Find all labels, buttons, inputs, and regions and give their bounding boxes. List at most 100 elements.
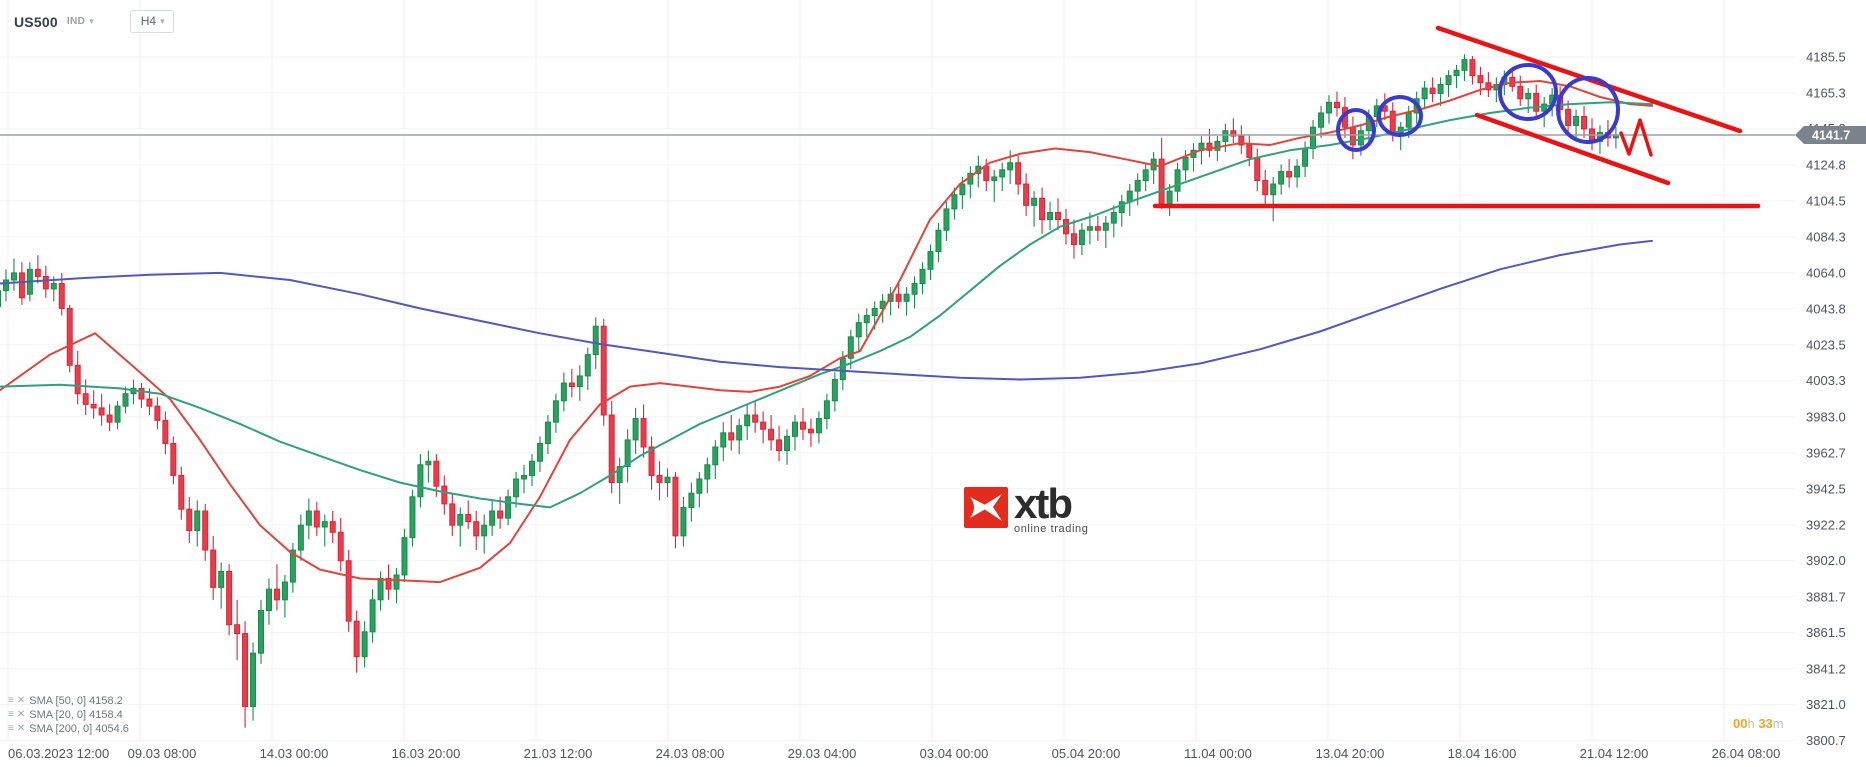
candle-up <box>1318 105 1325 138</box>
candle-down <box>465 500 472 529</box>
candle-down <box>656 461 663 501</box>
candle-down <box>1062 208 1069 245</box>
highlight-circle[interactable] <box>1556 76 1620 144</box>
indicator-remove-icon[interactable]: ✕ <box>16 694 26 706</box>
svg-text:4165.3: 4165.3 <box>1806 85 1846 100</box>
candle-up <box>784 429 791 465</box>
candle-down <box>242 621 249 728</box>
highlight-circle[interactable] <box>1336 108 1376 152</box>
candle-up <box>1166 184 1173 217</box>
candle-down <box>1039 187 1046 234</box>
time-axis[interactable]: 06.03.2023 12:00 09.03 08:00 14.03 00:00 16… <box>8 746 1780 761</box>
symbol-chevron-down-icon[interactable]: ▾ <box>89 16 94 26</box>
candle-up <box>1421 80 1428 110</box>
indicator-label: SMA [20, 0] 4158.4 <box>29 708 123 721</box>
candle-up <box>1150 152 1157 185</box>
highlight-circle[interactable] <box>1498 63 1558 121</box>
countdown-hours-unit: h <box>1747 716 1755 731</box>
timeframe-button[interactable]: H4 ▾ <box>129 10 174 33</box>
candle-down <box>273 564 280 611</box>
legend-row-sma50: ≡ ✕ SMA [50, 0] 4158.2 <box>8 694 129 707</box>
candle-up <box>704 457 711 494</box>
svg-text:09.03 08:00: 09.03 08:00 <box>128 746 197 761</box>
candle-up <box>1031 191 1038 227</box>
candle-up <box>1174 162 1181 202</box>
svg-text:4064.0: 4064.0 <box>1806 265 1846 280</box>
indicator-remove-icon[interactable]: ✕ <box>16 708 26 720</box>
candle-down <box>776 425 783 462</box>
svg-text:4043.8: 4043.8 <box>1806 301 1846 316</box>
instrument-type-label: IND <box>66 16 86 27</box>
candle-up <box>823 393 830 430</box>
candle-up <box>305 498 312 540</box>
candle-up <box>576 365 583 401</box>
candle-down <box>1565 100 1572 133</box>
candle-up <box>696 471 703 508</box>
candle-up <box>258 599 265 664</box>
candle-up <box>911 276 918 309</box>
candle-up <box>1102 216 1109 249</box>
falling-channel-lower-line[interactable] <box>1474 112 1671 186</box>
price-axis[interactable]: 4185.54165.34145.24124.84104.54084.34064… <box>1806 50 1846 749</box>
candle-down <box>18 262 25 305</box>
candle-down <box>1055 198 1062 231</box>
svg-text:16.03 20:00: 16.03 20:00 <box>392 746 461 761</box>
chart-toolbar: US500 IND ▾ H4 ▾ <box>14 10 174 33</box>
candle-up <box>744 404 751 440</box>
candle-down <box>1517 75 1524 106</box>
svg-text:3962.7: 3962.7 <box>1806 445 1846 460</box>
candle-up <box>377 571 384 611</box>
candle-down <box>1023 173 1030 217</box>
candle-down <box>1246 134 1253 167</box>
candle-down <box>98 393 105 426</box>
symbol-name: US500 <box>14 13 58 30</box>
svg-text:3983.0: 3983.0 <box>1806 409 1846 424</box>
indicator-legend: ≡ ✕ SMA [50, 0] 4158.2 ≡ ✕ SMA [20, 0] 4… <box>8 694 129 736</box>
candle-down <box>449 493 456 536</box>
candle-down <box>1469 56 1476 85</box>
candle-down <box>1238 125 1245 154</box>
candle-up <box>513 471 520 508</box>
candle-up <box>425 450 432 483</box>
candle-up <box>544 415 551 455</box>
svg-text:4185.5: 4185.5 <box>1806 50 1846 65</box>
candle-down <box>186 496 193 543</box>
candle-down <box>226 564 233 636</box>
indicator-settings-icon[interactable]: ≡ <box>8 708 14 720</box>
candle-down <box>672 471 679 549</box>
svg-text:3922.2: 3922.2 <box>1806 517 1846 532</box>
candle-down <box>568 368 575 398</box>
candle-up <box>736 418 743 455</box>
candle-up <box>489 500 496 536</box>
zigzag-projection-arrow[interactable] <box>1619 118 1653 157</box>
svg-text:3841.2: 3841.2 <box>1806 661 1846 676</box>
svg-text:05.04 20:00: 05.04 20:00 <box>1052 746 1121 761</box>
svg-text:3861.5: 3861.5 <box>1806 625 1846 640</box>
grid-lines <box>0 0 1795 742</box>
candle-down <box>138 383 145 408</box>
svg-text:14.03 00:00: 14.03 00:00 <box>260 746 329 761</box>
countdown-minutes-unit: m <box>1772 716 1784 731</box>
highlight-circle[interactable] <box>1377 95 1423 137</box>
candle-down <box>162 411 169 455</box>
candle-down <box>1158 137 1165 209</box>
indicator-settings-icon[interactable]: ≡ <box>8 722 14 734</box>
candle-up <box>481 514 488 554</box>
candle-down <box>202 503 209 561</box>
candle-countdown: 00h 33m <box>1733 716 1784 731</box>
candle-up <box>265 578 272 625</box>
svg-text:4141.7: 4141.7 <box>1812 129 1850 143</box>
svg-text:11.04 00:00: 11.04 00:00 <box>1184 746 1252 761</box>
candle-down <box>768 415 775 451</box>
candle-down <box>1581 105 1588 138</box>
candle-up <box>0 290 1 308</box>
indicator-settings-icon[interactable]: ≡ <box>8 694 14 706</box>
candle-up <box>632 407 639 455</box>
svg-text:29.03 04:00: 29.03 04:00 <box>788 746 857 761</box>
candle-up <box>2 269 9 302</box>
candle-up <box>1270 176 1277 222</box>
candle-down <box>1429 77 1436 103</box>
indicator-remove-icon[interactable]: ✕ <box>16 722 26 734</box>
svg-text:3881.7: 3881.7 <box>1806 589 1846 604</box>
